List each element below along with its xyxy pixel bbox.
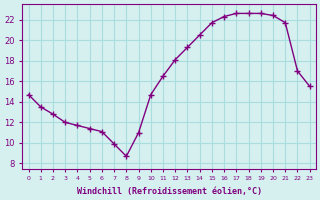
X-axis label: Windchill (Refroidissement éolien,°C): Windchill (Refroidissement éolien,°C) (76, 187, 262, 196)
